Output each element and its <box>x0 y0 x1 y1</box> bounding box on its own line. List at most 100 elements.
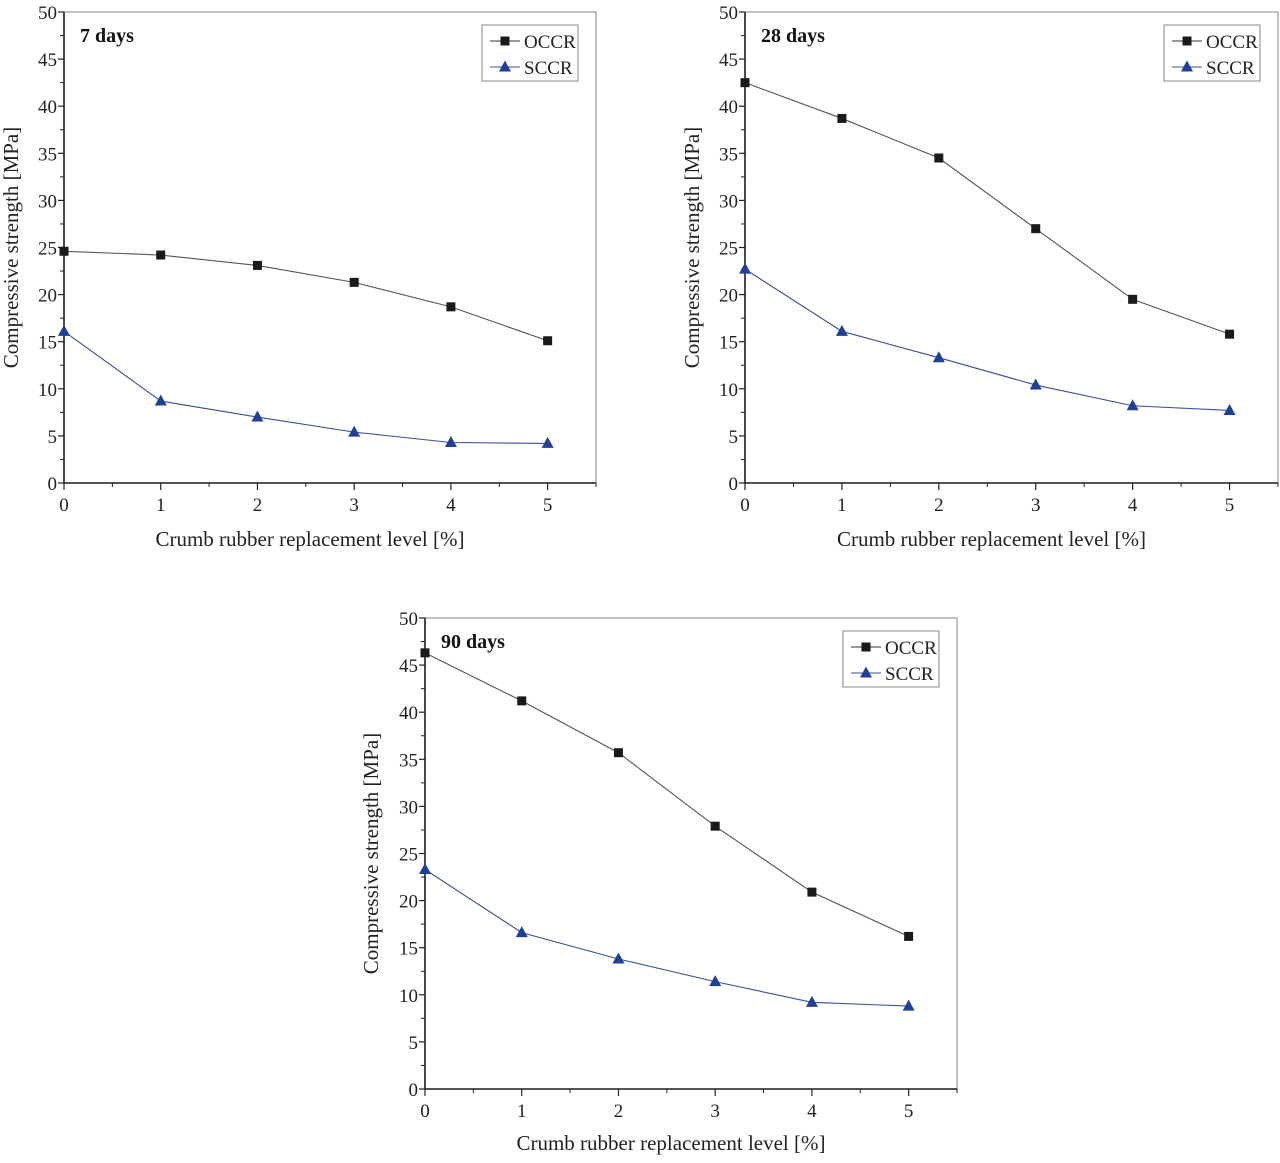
x-tick-label: 2 <box>934 495 944 516</box>
x-axis-title: Crumb rubber replacement level [%] <box>837 527 1146 551</box>
data-point-sccr <box>515 926 528 938</box>
data-point-occr <box>517 696 527 706</box>
series-line-sccr <box>63 330 548 444</box>
y-tick-label: 10 <box>38 380 57 401</box>
data-point-sccr <box>1126 399 1139 411</box>
y-tick-label: 10 <box>719 380 738 401</box>
legend-label-sccr: SCCR <box>1206 58 1255 79</box>
y-tick-label: 45 <box>399 656 418 677</box>
legend-marker-sccr <box>1181 60 1193 72</box>
y-tick-label: 45 <box>38 50 57 71</box>
data-point-occr <box>59 246 69 256</box>
y-tick-label: 30 <box>719 191 738 212</box>
y-tick-label: 30 <box>38 191 57 212</box>
panel-title: 28 days <box>761 25 825 47</box>
x-tick-label: 4 <box>807 1101 817 1122</box>
y-tick-label: 50 <box>38 3 57 24</box>
data-point-occr <box>934 153 944 163</box>
legend: OCCR SCCR <box>842 630 940 688</box>
x-axis-title: Crumb rubber replacement level [%] <box>516 1131 825 1155</box>
data-point-sccr <box>1029 378 1042 390</box>
y-tick-label: 25 <box>38 239 57 260</box>
data-point-sccr <box>1223 403 1236 415</box>
legend-marker-occr <box>861 642 871 652</box>
data-point-sccr <box>612 952 625 964</box>
x-tick-label: 4 <box>1128 495 1138 516</box>
data-point-sccr <box>739 262 751 274</box>
data-point-occr <box>446 302 456 312</box>
x-tick-label: 1 <box>517 1101 527 1122</box>
y-axis-title: Compressive strength [MPa] <box>0 127 23 368</box>
data-point-occr <box>349 277 359 287</box>
y-tick-label: 20 <box>38 286 57 307</box>
panel-title: 90 days <box>441 631 505 653</box>
y-tick-label: 20 <box>719 286 738 307</box>
data-point-occr <box>1031 224 1041 234</box>
data-point-occr <box>807 887 817 897</box>
plot-frame <box>63 11 597 484</box>
data-point-occr <box>837 113 847 123</box>
data-point-sccr <box>58 324 70 336</box>
plot-frame <box>744 11 1279 484</box>
legend-label-sccr: SCCR <box>885 664 934 685</box>
data-point-sccr <box>251 410 264 422</box>
series-line-sccr <box>424 869 909 1007</box>
data-point-occr <box>252 260 262 270</box>
y-tick-label: 5 <box>48 427 58 448</box>
data-point-sccr <box>541 436 554 448</box>
y-tick-label: 45 <box>719 50 738 71</box>
legend-marker-sccr <box>499 60 511 72</box>
data-point-sccr <box>419 863 431 875</box>
legend-marker-sccr <box>860 666 872 678</box>
x-tick-label: 5 <box>543 495 553 516</box>
y-tick-label: 30 <box>399 797 418 818</box>
legend-box <box>481 24 579 82</box>
series-line-sccr <box>744 268 1230 412</box>
y-tick-label: 5 <box>729 427 739 448</box>
y-tick-label: 15 <box>399 939 418 960</box>
y-axis-title: Compressive strength [MPa] <box>359 733 383 974</box>
y-axis-title: Compressive strength [MPa] <box>680 127 704 368</box>
y-tick-label: 5 <box>409 1033 419 1054</box>
data-point-occr <box>1225 329 1235 339</box>
legend-marker-occr <box>500 36 510 46</box>
y-tick-label: 50 <box>399 609 418 630</box>
y-tick-label: 15 <box>38 333 57 354</box>
legend-label-sccr: SCCR <box>524 58 573 79</box>
x-tick-label: 3 <box>1031 495 1041 516</box>
y-tick-label: 40 <box>38 97 57 118</box>
y-tick-label: 50 <box>719 3 738 24</box>
y-tick-label: 0 <box>48 474 58 495</box>
y-tick-label: 35 <box>38 144 57 165</box>
data-point-sccr <box>932 351 945 363</box>
y-tick-label: 0 <box>409 1080 419 1101</box>
x-tick-label: 3 <box>710 1101 720 1122</box>
data-point-sccr <box>709 975 722 987</box>
data-point-occr <box>1128 294 1138 304</box>
y-tick-label: 35 <box>399 750 418 771</box>
data-point-occr <box>740 78 750 88</box>
data-point-sccr <box>348 425 361 437</box>
x-tick-label: 2 <box>614 1101 624 1122</box>
legend-label-occr: OCCR <box>524 32 576 53</box>
data-point-occr <box>543 336 553 346</box>
data-point-occr <box>904 931 914 941</box>
y-tick-label: 40 <box>399 703 418 724</box>
data-point-occr <box>420 648 430 658</box>
x-axis-title: Crumb rubber replacement level [%] <box>155 527 464 551</box>
series-line-occr <box>744 82 1230 335</box>
y-tick-label: 20 <box>399 892 418 913</box>
data-point-sccr <box>154 394 167 406</box>
data-point-sccr <box>835 324 848 336</box>
panel-title: 7 days <box>80 25 134 47</box>
legend-marker-occr <box>1182 36 1192 46</box>
data-point-occr <box>710 821 720 831</box>
legend: OCCR SCCR <box>1163 24 1261 82</box>
x-tick-label: 0 <box>59 495 69 516</box>
series-line-occr <box>424 652 909 937</box>
legend-label-occr: OCCR <box>1206 32 1258 53</box>
x-tick-label: 4 <box>446 495 456 516</box>
